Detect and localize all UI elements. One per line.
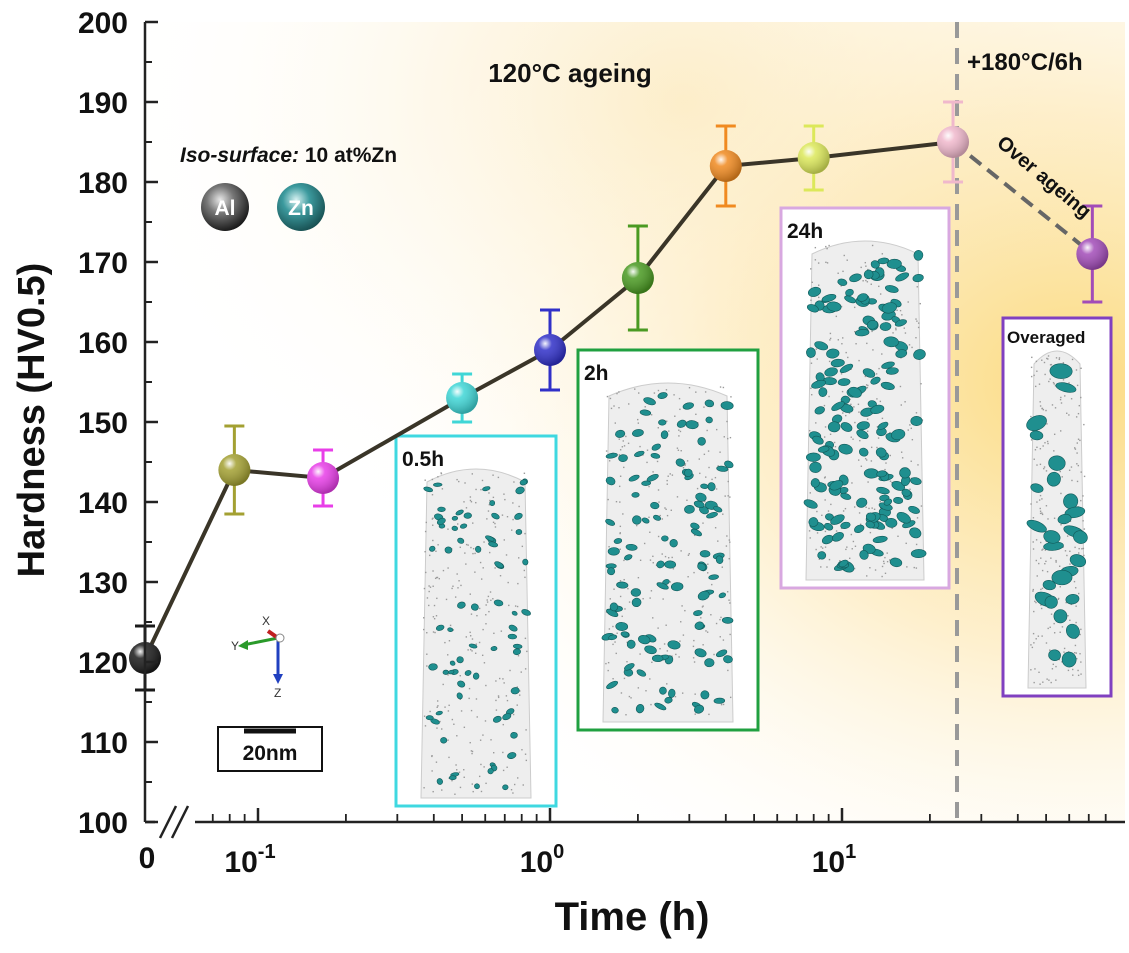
y-tick-label: 170 (78, 247, 128, 280)
data-point (534, 308, 566, 392)
inset-0-5h: 0.5h (394, 434, 558, 808)
point-shine (307, 462, 340, 494)
inset-24h: 24h (779, 206, 951, 590)
data-point (218, 424, 251, 516)
triad-z-label: Z (274, 686, 281, 700)
zn-atom-label: Zn (288, 197, 314, 220)
point-shine (218, 454, 251, 486)
iso-surface-prefix: Iso-surface: (180, 144, 299, 167)
inset-label: 0.5h (402, 448, 444, 471)
al-atom-sphere (201, 183, 249, 231)
y-tick-label: 130 (78, 567, 128, 600)
point-shine (709, 150, 742, 182)
atom-legend: Al Zn (201, 183, 325, 231)
inset-label: 2h (584, 362, 609, 385)
data-point (446, 372, 479, 424)
triad-x-label: X (262, 614, 270, 628)
al-atom-label: Al (215, 197, 236, 220)
y-tick-label: 180 (78, 167, 128, 200)
y-tick-label: 160 (78, 327, 128, 360)
y-tick-label: 100 (78, 807, 128, 840)
iso-surface-note: Iso-surface: 10 at%Zn (180, 144, 397, 167)
data-point (621, 224, 654, 332)
data-point (797, 124, 830, 192)
zn-clusters (1026, 363, 1088, 668)
y-tick-label: 110 (80, 727, 128, 760)
scale-bar: 20nm (217, 726, 323, 772)
point-shine (797, 142, 830, 174)
data-point (937, 100, 970, 184)
point-shine (1076, 238, 1109, 270)
y-tick-label: 140 (78, 487, 128, 520)
data-point (709, 124, 742, 208)
zn-atom-sphere (277, 183, 325, 231)
inset-overaged: Overaged (1001, 316, 1113, 698)
point-shine (534, 334, 566, 366)
point-shine (446, 382, 479, 414)
specimen-tip (602, 382, 734, 723)
zn-clusters (423, 478, 531, 791)
region-label: 120°C ageing (488, 58, 652, 88)
x-tick-label: 100 (520, 841, 565, 879)
y-tick-label: 150 (78, 407, 128, 440)
x-tick-label: 10-1 (224, 841, 275, 879)
post-treatment-label: +180°C/6h (967, 49, 1083, 76)
series-line-overageing (951, 140, 1094, 256)
svg-text:Iso-surface: 10 at%Zn: Iso-surface: 10 at%Zn (180, 144, 397, 167)
y-axis-ticks: 100 110 120 130 140 150 160 170 180 190 200 (78, 7, 158, 840)
inset-2h: 2h (576, 348, 760, 732)
scale-bar-label: 20nm (243, 742, 298, 765)
iso-surface-value: 10 at%Zn (299, 144, 397, 167)
data-point (307, 448, 340, 508)
y-axis-label: Hardness (HV0.5) (11, 263, 53, 578)
y-tick-label: 120 (78, 647, 128, 680)
axis-triad-icon: X Y Z (228, 612, 292, 704)
x-tick-label: 101 (812, 841, 857, 879)
point-shine (621, 262, 654, 294)
atom-cloud (1030, 355, 1086, 685)
data-point (1076, 204, 1109, 304)
zn-clusters (803, 249, 927, 573)
zn-clusters (601, 392, 734, 714)
inset-label: 24h (787, 220, 823, 243)
apt-insets: 0.5h 2h 24h Overaged (394, 206, 1113, 808)
x-axis-ticks: 0 10-1 100 101 (139, 808, 1107, 879)
atom-cloud (605, 386, 732, 716)
x-break-label: 0 (139, 842, 156, 875)
x-axis-label: Time (h) (555, 895, 710, 939)
triad-y-label: Y (231, 639, 239, 653)
inset-label: Overaged (1007, 328, 1085, 347)
y-tick-label: 200 (78, 7, 128, 40)
point-shine (937, 126, 970, 158)
y-tick-label: 190 (78, 87, 128, 120)
